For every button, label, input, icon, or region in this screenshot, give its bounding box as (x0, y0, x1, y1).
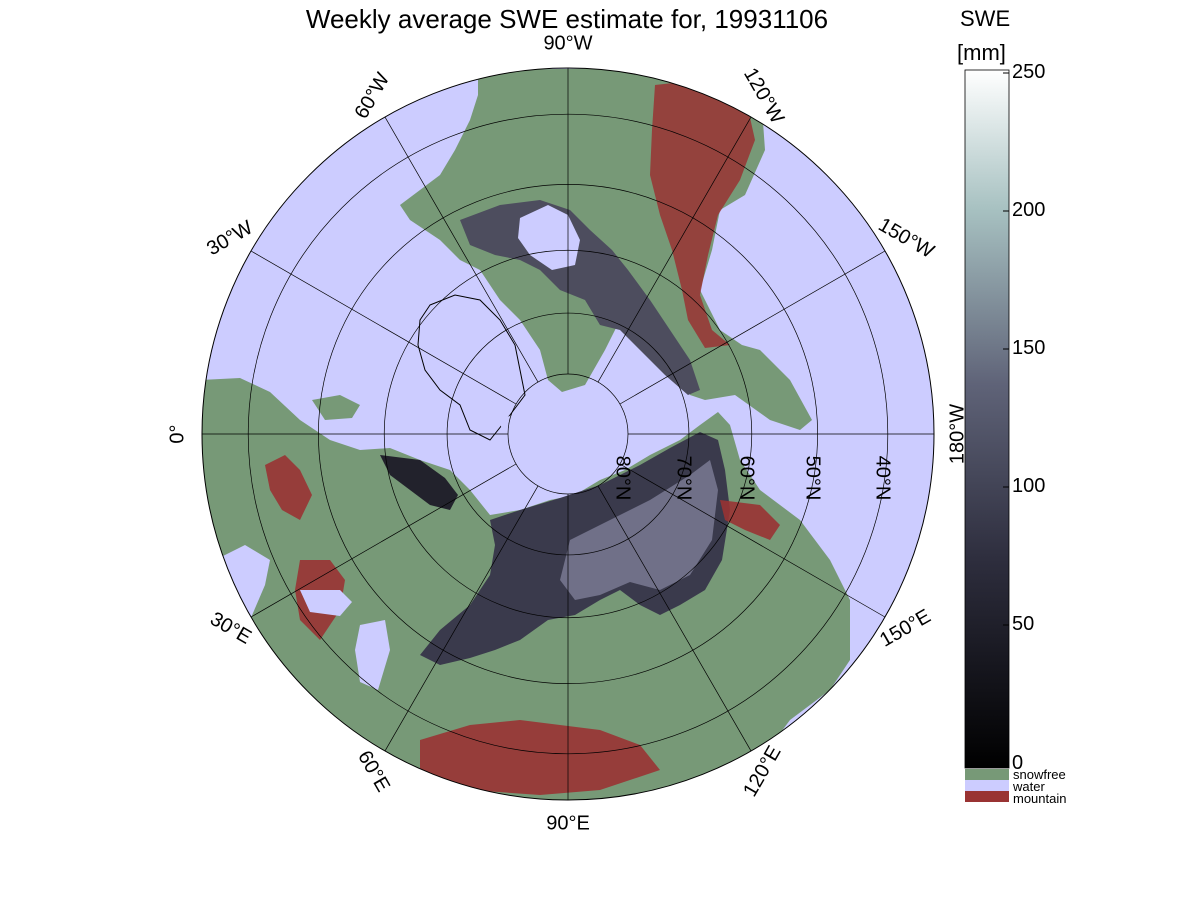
meridian-line (250, 463, 517, 618)
latitude-label: 50°N (801, 456, 823, 501)
longitude-label: 30°W (203, 217, 257, 261)
colorbar-scale (964, 69, 1010, 769)
colorbar-swatch-mountain (965, 791, 1009, 802)
iceland-land (312, 395, 360, 420)
meridian-line (384, 485, 539, 752)
meridian-line (597, 485, 752, 752)
latitude-label: 80°N (612, 456, 634, 501)
rocky-mountains (650, 80, 755, 348)
canada-snow (460, 200, 700, 395)
latitude-label: 40°N (872, 456, 894, 501)
alps-mountains (265, 455, 312, 520)
colorbar-swatch-snowfree (965, 769, 1009, 780)
siberia-deep-snow (560, 460, 718, 600)
map-disk (202, 68, 934, 800)
graticule (202, 68, 934, 800)
meridian-line (250, 250, 517, 405)
longitude-label: 0° (166, 424, 188, 443)
latitude-label: 60°N (735, 456, 757, 501)
black-sea (300, 590, 352, 616)
longitude-label: 180°W (946, 404, 968, 464)
longitude-label: 90°E (546, 812, 590, 834)
colorbar-title-top: SWE (960, 6, 1011, 31)
caspian-sea (355, 620, 390, 690)
latitude-label: 70°N (673, 456, 695, 501)
colorbar-tick-marks (1003, 72, 1009, 626)
colorbar-label-snowfree: snowfree (1013, 767, 1066, 782)
longitude-label: 60°E (353, 747, 394, 796)
longitude-label: 60°W (351, 69, 395, 123)
map-border (201, 67, 935, 801)
colorbar-swatch-water (965, 780, 1009, 791)
meridian-line (384, 116, 539, 383)
colorbar-tick-label: 100 (1012, 475, 1046, 497)
greenland-ice (417, 294, 526, 441)
latitude-labels: 80°N 70°N 60°N 50°N 40°N (612, 456, 894, 501)
scandinavia-snow (380, 455, 458, 510)
colorbar-tick-label: 200 (1012, 199, 1046, 221)
meridian-line (597, 116, 752, 383)
meridian-line (619, 250, 886, 405)
colorbar-tick-label: 150 (1012, 337, 1046, 359)
longitude-label: 30°E (206, 608, 255, 649)
colorbar-label-water: water (1013, 779, 1045, 794)
colorbar-tick-label: 0 (1012, 752, 1024, 774)
map-title: Weekly average SWE estimate for, 1993110… (305, 4, 829, 34)
colorbar-tick-label: 250 (1012, 61, 1046, 83)
meridian-line (619, 463, 886, 618)
arctic-sea-ice (500, 395, 630, 495)
longitude-label: 90°W (543, 32, 592, 54)
himalaya-mountains (420, 720, 660, 795)
colorbar-tick-label: 50 (1012, 613, 1035, 635)
colorbar-label-mountain: mountain (1013, 791, 1067, 806)
colorbar-title-unit: [mm] (957, 40, 1006, 65)
